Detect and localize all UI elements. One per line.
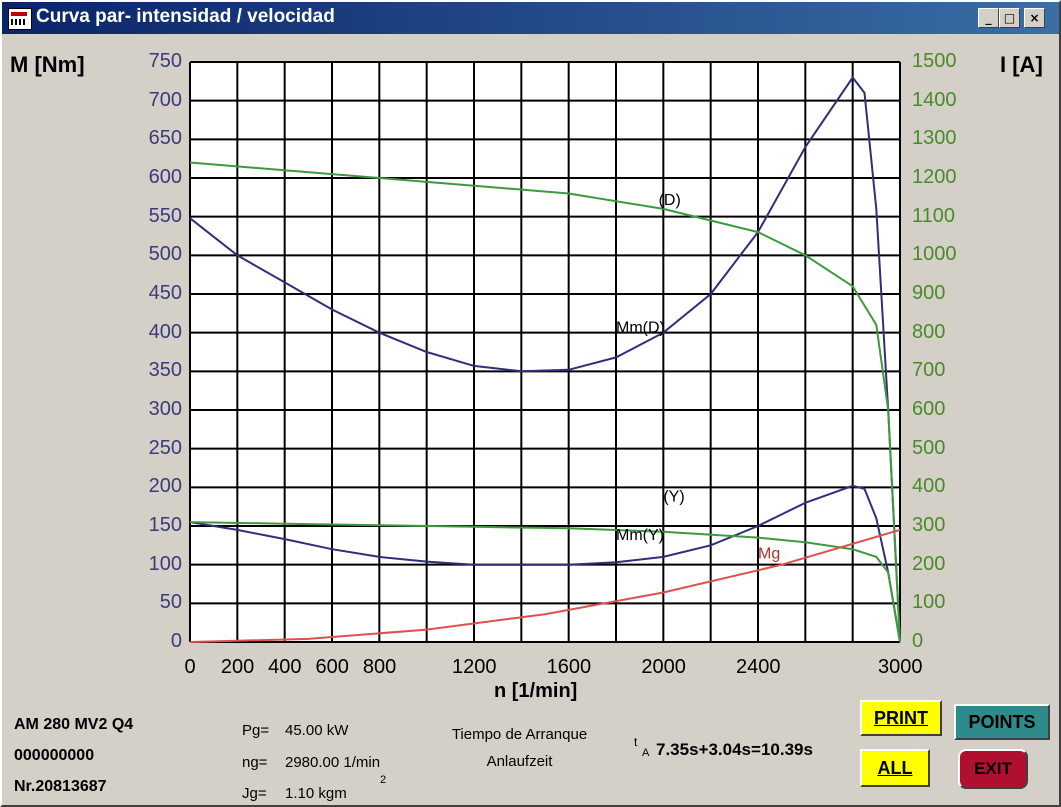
right-axis-tick: 0: [912, 630, 924, 652]
series-line: [189, 161, 901, 643]
x-axis-tick: 200: [220, 656, 255, 678]
maximize-button[interactable]: □: [999, 8, 1020, 28]
x-axis-tick: 800: [362, 656, 397, 678]
series-label: (Y): [663, 488, 684, 505]
startup-time-label-de: Anlaufzeit: [486, 753, 553, 770]
left-axis-tick: 100: [148, 552, 182, 575]
left-axis-tick: 300: [148, 398, 182, 420]
left-axis-tick: 550: [148, 204, 182, 227]
pg-value: 45.00 kW: [285, 722, 349, 739]
right-axis-tick: 300: [912, 514, 946, 536]
order-number: Nr.20813687: [14, 778, 107, 795]
right-axis-tick: 1000: [912, 243, 957, 266]
x-axis-tick: 2000: [641, 656, 686, 678]
plot-area: [190, 62, 900, 642]
left-axis-tick: 600: [148, 166, 182, 188]
left-axis-tick: 150: [148, 514, 182, 536]
points-button[interactable]: POINTS: [954, 704, 1050, 740]
left-axis-tick: 450: [148, 282, 182, 304]
series-label: Mg: [758, 545, 780, 562]
window-title: Curva par- intensidad / velocidad: [36, 6, 335, 27]
x-axis-tick: 3000: [878, 656, 923, 678]
close-button[interactable]: ×: [1024, 8, 1045, 28]
left-axis-tick: 350: [148, 359, 182, 382]
startup-time-label: Tiempo de Arranque: [451, 726, 588, 743]
left-axis-title: M [Nm]: [10, 52, 85, 77]
series-label: Mm(D): [616, 320, 665, 337]
serial-number: 000000000: [14, 747, 95, 764]
right-axis-tick: 1200: [912, 166, 957, 188]
startup-time-value: 7.35s+3.04s=10.39s: [656, 740, 813, 759]
series-label: Mm(Y): [616, 527, 664, 544]
pg-label: Pg=: [242, 722, 270, 739]
left-axis-tick: 250: [148, 436, 182, 459]
right-axis-tick: 1300: [912, 127, 957, 150]
right-axis-tick: 1400: [912, 88, 957, 111]
left-axis-tick: 650: [148, 127, 182, 150]
series-label: (D): [659, 192, 681, 209]
right-axis-tick: 700: [912, 359, 946, 382]
right-axis-tick: 600: [912, 398, 946, 420]
right-axis-tick: 200: [912, 552, 946, 575]
x-axis-tick: 1200: [452, 656, 497, 678]
app-icon[interactable]: [8, 8, 32, 30]
jg-value: 1.10 kgm: [285, 785, 347, 802]
jg-label: Jg=: [242, 785, 267, 802]
left-axis-tick: 50: [159, 591, 182, 614]
x-axis-tick: 1600: [546, 656, 592, 678]
x-axis-title: n [1/min]: [494, 680, 578, 702]
right-axis-tick: 400: [912, 475, 946, 498]
series-line: [189, 75, 901, 643]
x-axis-tick: 600: [315, 656, 349, 678]
x-axis-tick: 2400: [736, 656, 781, 678]
series-line: [189, 521, 901, 643]
exit-button[interactable]: EXIT: [958, 749, 1028, 789]
right-axis-tick: 900: [912, 282, 946, 304]
all-button[interactable]: ALL: [860, 749, 930, 787]
ta-subscript: A: [642, 747, 650, 759]
left-axis-tick: 700: [148, 88, 182, 111]
left-axis-tick: 400: [148, 320, 182, 343]
right-axis-title: I [A]: [1000, 52, 1043, 77]
jg-exponent: 2: [380, 774, 387, 786]
torque-current-chart: Mm(D) (D) Mm(Y) (Y) Mg: [189, 61, 901, 643]
left-axis-tick: 500: [148, 243, 182, 266]
right-axis-tick: 500: [912, 436, 946, 459]
title-bar[interactable]: Curva par- intensidad / velocidad _ □ ×: [2, 2, 1059, 34]
left-axis-tick: 750: [148, 50, 182, 72]
ng-value: 2980.00 1/min: [285, 754, 381, 771]
series-line: [189, 484, 901, 643]
ta-prefix: t: [634, 735, 638, 749]
right-axis-tick: 800: [912, 320, 946, 343]
minimize-button[interactable]: _: [978, 8, 999, 28]
x-axis-tick: 400: [268, 656, 302, 678]
x-axis-tick: 0: [184, 656, 196, 678]
left-axis-tick: 0: [170, 630, 182, 652]
left-axis-tick: 200: [148, 475, 182, 498]
ng-label: ng=: [242, 754, 268, 771]
right-axis-tick: 1500: [912, 50, 957, 72]
motor-model: AM 280 MV2 Q4: [14, 716, 134, 733]
series-line: [189, 528, 901, 643]
right-axis-tick: 100: [912, 591, 946, 614]
right-axis-tick: 1100: [912, 204, 956, 227]
print-button[interactable]: PRINT: [860, 700, 942, 736]
